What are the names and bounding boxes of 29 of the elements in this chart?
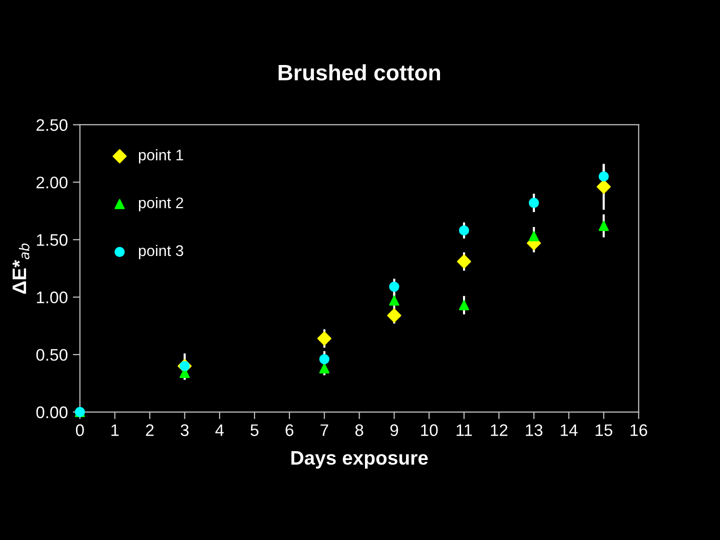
x-tick-label: 0 — [76, 424, 84, 436]
y-tick-label: 0.00 — [36, 406, 68, 418]
x-tick-label: 4 — [215, 424, 224, 436]
x-tick-label: 6 — [286, 424, 294, 436]
y-tick-label: 2.50 — [36, 119, 68, 131]
y-tick-label: 1.50 — [36, 234, 68, 246]
x-tick-label: 10 — [421, 424, 438, 436]
x-tick-label: 16 — [630, 424, 648, 436]
x-tick-label: 8 — [355, 424, 364, 436]
x-tick-label: 12 — [490, 424, 508, 436]
legend-label: point 2 — [138, 197, 184, 212]
legend-label: point 3 — [138, 244, 184, 260]
x-tick-label: 2 — [146, 424, 154, 436]
x-tick-label: 14 — [560, 424, 578, 436]
y-tick-label: 1.00 — [36, 292, 68, 304]
y-tick-label: 0.50 — [36, 348, 68, 361]
x-tick-label: 15 — [596, 424, 612, 436]
legend-label: point 1 — [138, 149, 184, 164]
x-tick-label: 13 — [526, 424, 542, 436]
y-tick-label: 2.00 — [36, 176, 68, 188]
x-tick-label: 7 — [320, 424, 328, 436]
x-tick-label: 9 — [390, 424, 398, 436]
y-axis-title: ΔE*$_{ab}$ — [12, 244, 30, 294]
x-axis-title: Days exposure — [291, 451, 428, 469]
x-tick-label: 5 — [250, 424, 258, 436]
x-tick-label: 11 — [456, 424, 472, 436]
x-tick-label: 1 — [111, 424, 119, 436]
x-tick-label: 3 — [180, 424, 189, 436]
chart-title: Brushed cotton — [278, 64, 440, 81]
